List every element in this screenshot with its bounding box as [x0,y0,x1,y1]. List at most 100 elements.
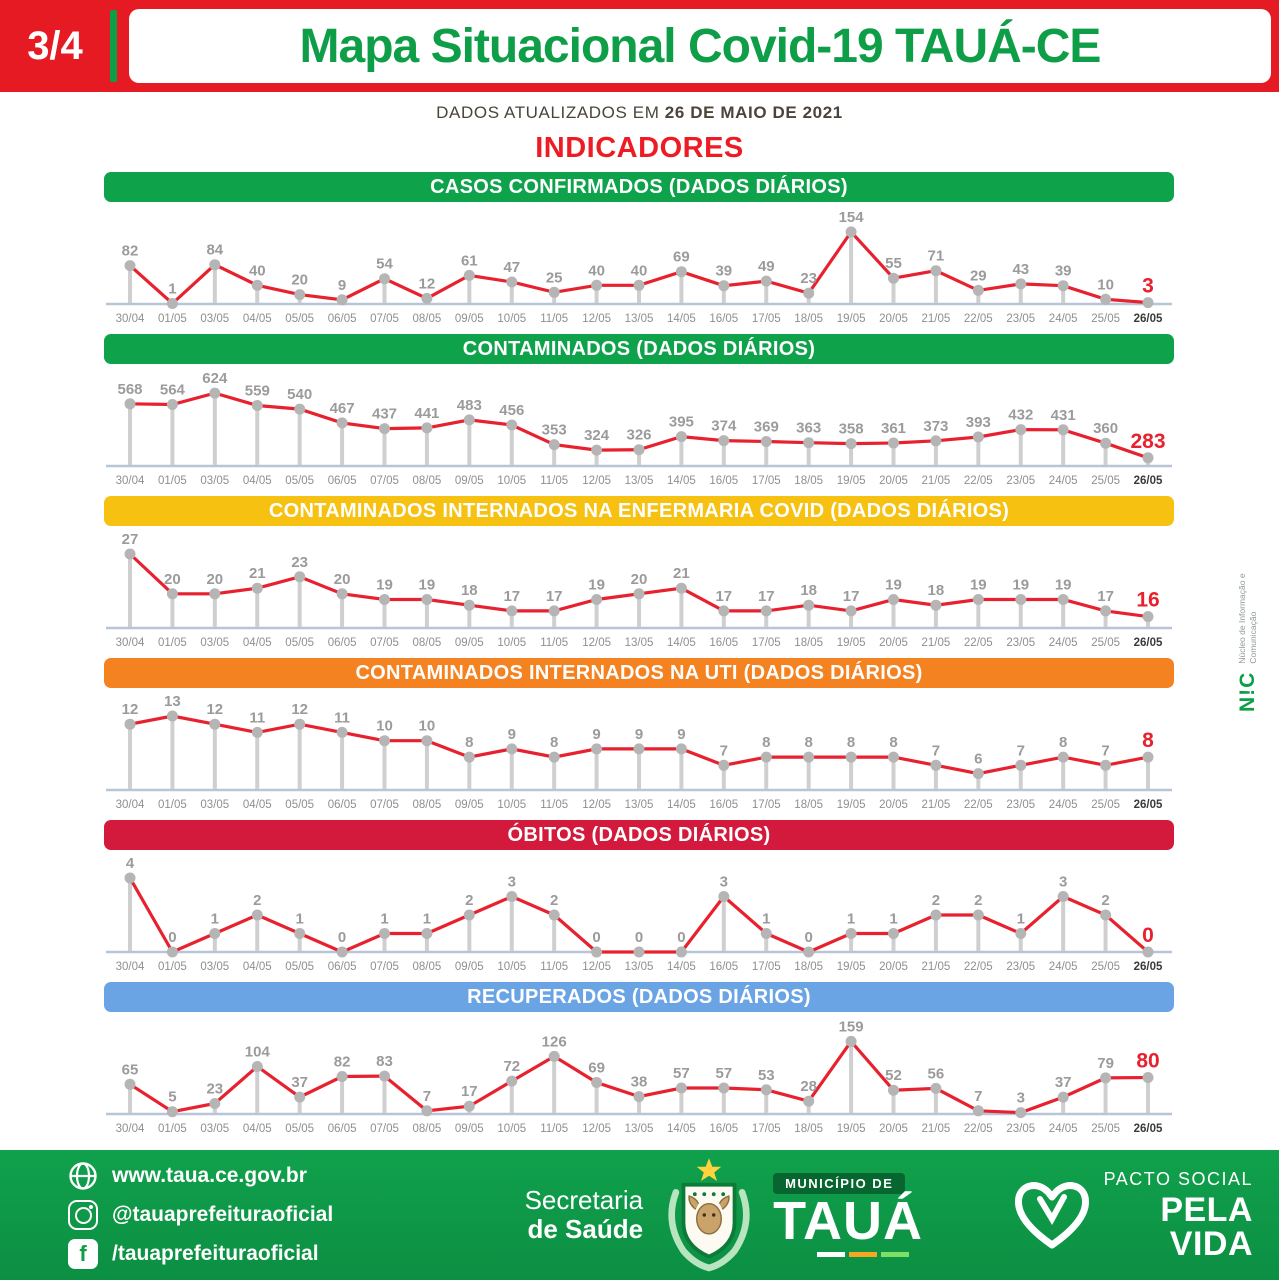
svg-text:21/05: 21/05 [922,1123,951,1135]
charts-area: CASOS CONFIRMADOS (DADOS DIÁRIOS) 82 1 84 4… [104,172,1174,1140]
svg-text:126: 126 [542,1033,567,1050]
chart-section-casos-confirmados: CASOS CONFIRMADOS (DADOS DIÁRIOS) 82 1 84 4… [104,172,1174,330]
svg-text:3: 3 [1142,275,1154,298]
svg-text:43: 43 [1012,261,1029,278]
svg-text:05/05: 05/05 [285,475,314,487]
svg-text:17/05: 17/05 [752,637,781,649]
svg-text:12/05: 12/05 [582,475,611,487]
svg-text:09/05: 09/05 [455,313,484,325]
nic-logo: N!C [1236,671,1259,712]
svg-text:26/05: 26/05 [1134,961,1163,973]
vida-label: VIDA [1169,1224,1253,1263]
svg-text:8: 8 [1142,729,1154,752]
svg-text:1: 1 [211,911,219,928]
svg-text:154: 154 [839,209,865,226]
svg-text:11: 11 [334,709,350,726]
svg-text:26/05: 26/05 [1134,475,1163,487]
instagram-handle: @tauaprefeituraoficial [112,1203,334,1226]
svg-text:04/05: 04/05 [243,1123,272,1135]
svg-text:14/05: 14/05 [667,637,696,649]
svg-text:358: 358 [839,421,864,438]
svg-text:9: 9 [338,277,346,294]
svg-text:25/05: 25/05 [1091,475,1120,487]
svg-text:30/04: 30/04 [116,313,145,325]
svg-text:19: 19 [1012,577,1029,594]
svg-text:17: 17 [843,588,860,605]
svg-text:03/05: 03/05 [200,961,229,973]
svg-text:7: 7 [1017,742,1025,759]
svg-text:07/05: 07/05 [370,475,399,487]
svg-text:07/05: 07/05 [370,637,399,649]
svg-text:16/05: 16/05 [709,637,738,649]
svg-text:9: 9 [677,726,685,743]
svg-text:55: 55 [885,255,902,272]
website-link: www.taua.ce.gov.br [68,1161,438,1191]
svg-text:3: 3 [1017,1090,1025,1107]
svg-text:11/05: 11/05 [540,475,568,487]
svg-text:80: 80 [1136,1050,1159,1073]
svg-text:26/05: 26/05 [1134,313,1163,325]
svg-text:06/05: 06/05 [328,637,357,649]
svg-text:12/05: 12/05 [582,637,611,649]
svg-text:395: 395 [669,414,694,431]
svg-text:363: 363 [796,420,821,437]
svg-text:16: 16 [1136,589,1159,612]
svg-text:26/05: 26/05 [1134,799,1163,811]
municipio-de-label: MUNICÍPIO DE [773,1173,906,1195]
svg-text:23/05: 23/05 [1006,1123,1035,1135]
svg-text:283: 283 [1130,430,1165,453]
chart-section-recuperados: RECUPERADOS (DADOS DIÁRIOS) 65 5 23 104 37 82… [104,982,1174,1140]
svg-text:16/05: 16/05 [709,1123,738,1135]
svg-text:18: 18 [928,582,945,599]
svg-text:441: 441 [414,405,439,422]
svg-text:10: 10 [376,718,393,735]
svg-text:10/05: 10/05 [497,961,526,973]
svg-text:56: 56 [928,1065,945,1082]
nic-caption: Núcleo de Informação e Comunicação [1237,573,1258,664]
svg-text:08/05: 08/05 [413,1123,442,1135]
svg-text:54: 54 [376,256,393,273]
svg-text:373: 373 [923,418,948,435]
svg-text:20: 20 [206,571,223,588]
svg-text:2: 2 [932,892,940,909]
page-title: Mapa Situacional Covid-19 TAUÁ-CE [299,19,1102,73]
svg-text:10/05: 10/05 [497,637,526,649]
svg-text:30/04: 30/04 [116,961,145,973]
svg-text:17: 17 [715,588,732,605]
taua-brand-stripes [817,1251,910,1257]
svg-text:06/05: 06/05 [328,799,357,811]
svg-text:18/05: 18/05 [794,799,823,811]
svg-text:25/05: 25/05 [1091,1123,1120,1135]
svg-text:10: 10 [419,718,436,735]
svg-text:09/05: 09/05 [455,475,484,487]
update-date-prefix: DADOS ATUALIZADOS EM [436,103,660,122]
svg-text:13/05: 13/05 [625,475,654,487]
svg-text:7: 7 [1101,742,1109,759]
secretaria-line1: Secretaria [524,1184,644,1215]
svg-text:20: 20 [291,272,308,289]
svg-text:353: 353 [542,422,567,439]
svg-text:57: 57 [715,1065,732,1082]
svg-text:10/05: 10/05 [497,1123,526,1135]
svg-text:10: 10 [1097,276,1114,293]
globe-icon [68,1161,98,1191]
svg-text:20: 20 [631,571,648,588]
svg-text:01/05: 01/05 [158,1123,187,1135]
svg-text:11/05: 11/05 [540,313,568,325]
svg-text:11/05: 11/05 [540,961,568,973]
svg-text:23/05: 23/05 [1006,961,1035,973]
svg-text:13/05: 13/05 [625,1123,654,1135]
facebook-icon: f [68,1239,98,1269]
svg-text:08/05: 08/05 [413,961,442,973]
svg-text:01/05: 01/05 [158,799,187,811]
svg-text:4: 4 [126,855,135,872]
svg-text:5: 5 [168,1089,176,1106]
svg-text:18: 18 [800,582,817,599]
pacto-social-logo: PACTO SOCIAL PELA VIDA [1010,1170,1253,1261]
svg-text:03/05: 03/05 [200,799,229,811]
chart-title-bar: RECUPERADOS (DADOS DIÁRIOS) [104,982,1174,1012]
facebook-handle: /tauaprefeituraoficial [112,1242,319,1265]
svg-text:1: 1 [168,281,176,298]
svg-text:23: 23 [291,554,308,571]
footer: www.taua.ce.gov.br @tauaprefeituraoficia… [0,1150,1279,1280]
